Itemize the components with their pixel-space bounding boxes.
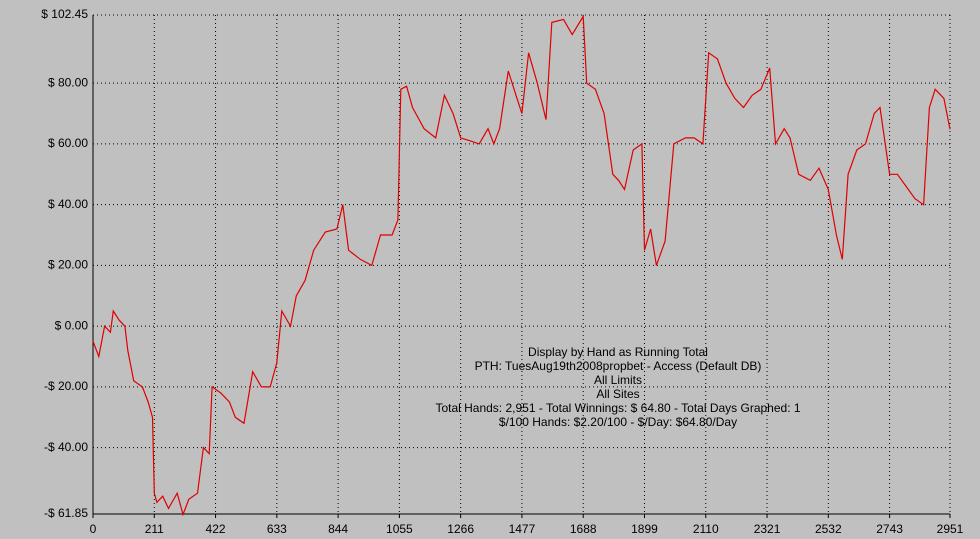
- annotation: All Sites: [596, 387, 639, 401]
- y-tick-label: $ 20.00: [48, 258, 88, 272]
- x-tick-label: 2951: [937, 522, 964, 536]
- x-tick-label: 2110: [693, 522, 719, 536]
- y-tick-label: -$ 61.85: [44, 506, 88, 520]
- x-tick-label: 1055: [386, 522, 413, 536]
- x-tick-label: 633: [267, 522, 287, 536]
- x-tick-label: 1899: [631, 522, 658, 536]
- x-tick-label: 0: [90, 522, 97, 536]
- y-tick-label: $ 80.00: [48, 75, 88, 89]
- x-tick-label: 1266: [447, 522, 474, 536]
- annotation: Display by Hand as Running Total: [528, 345, 708, 359]
- x-tick-label: 2743: [876, 522, 903, 536]
- annotation: All Limits: [594, 373, 642, 387]
- y-tick-label: $ 60.00: [48, 136, 88, 150]
- y-tick-label: $ 0.00: [55, 318, 89, 332]
- x-tick-label: 1477: [509, 522, 536, 536]
- x-tick-label: 844: [328, 522, 348, 536]
- y-tick-label: -$ 20.00: [44, 379, 88, 393]
- x-tick-label: 2321: [754, 522, 781, 536]
- annotation: PTH: TuesAug19th2008propbet - Access (De…: [475, 359, 762, 373]
- running-total-line: [92, 14, 951, 517]
- y-tick-label: -$ 40.00: [44, 440, 88, 454]
- x-tick-label: 1688: [570, 522, 597, 536]
- y-tick-label: $ 40.00: [48, 197, 88, 211]
- x-tick-label: 422: [206, 522, 226, 536]
- annotation: $/100 Hands: $2.20/100 - $/Day: $64.80/D…: [499, 415, 737, 429]
- y-tick-label: $ 102.45: [41, 7, 88, 21]
- x-tick-label: 211: [145, 522, 164, 536]
- annotation: Total Hands: 2,951 - Total Winnings: $ 6…: [435, 401, 800, 415]
- x-tick-label: 2532: [815, 522, 842, 536]
